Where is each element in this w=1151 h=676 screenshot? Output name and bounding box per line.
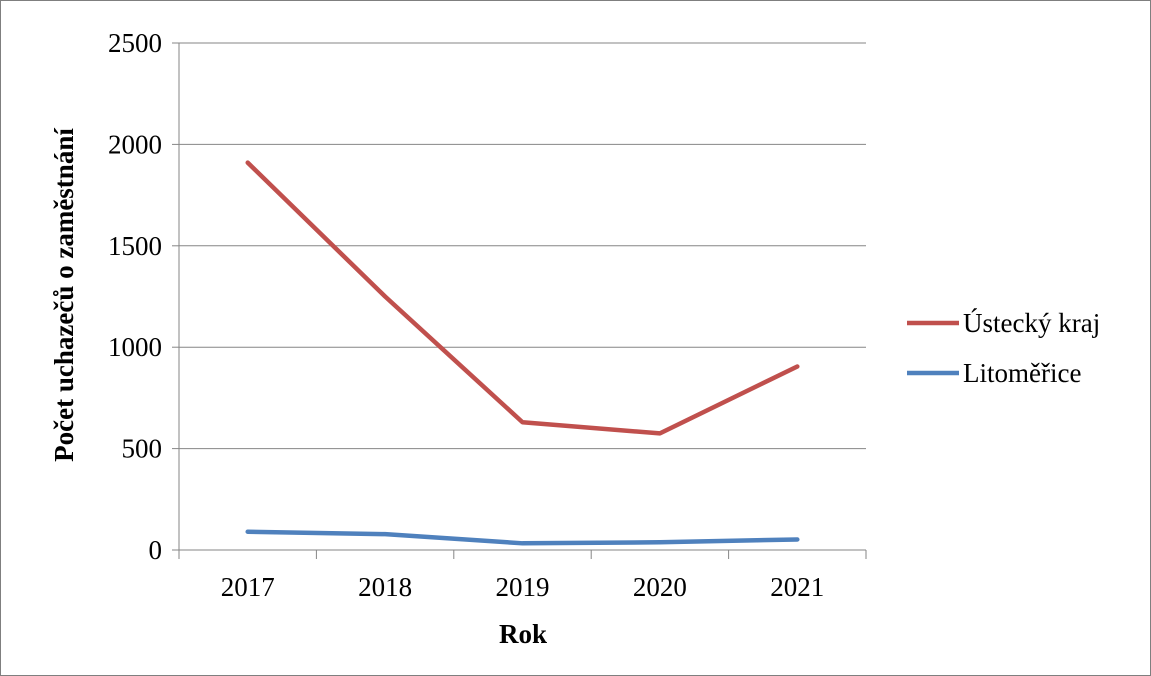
- x-tick-labels: 2017 2018 2019 2020 2021: [221, 572, 825, 602]
- y-tick-label: 1000: [108, 332, 162, 362]
- y-tick-label: 2000: [108, 129, 162, 159]
- x-tick-label: 2021: [770, 572, 824, 602]
- x-tick-label: 2020: [633, 572, 687, 602]
- series-line-0: [245, 160, 800, 436]
- y-tick-label: 500: [122, 434, 163, 464]
- series-line-1: [245, 529, 800, 546]
- y-tick-label: 0: [149, 535, 163, 565]
- x-tick-label: 2018: [358, 572, 412, 602]
- y-tick-label: 1500: [108, 231, 162, 261]
- x-tick-label: 2019: [496, 572, 550, 602]
- series-lines: [245, 160, 800, 546]
- x-axis-title: Rok: [499, 619, 547, 649]
- legend-label: Litoměřice: [963, 358, 1081, 388]
- gridlines: [179, 42, 866, 450]
- y-tick-labels: 0 500 1000 1500 2000 2500: [108, 28, 162, 565]
- y-axis-title: Počet uchazečů o zaměstnání: [49, 128, 79, 462]
- y-tick-label: 2500: [108, 28, 162, 58]
- axes: [172, 42, 867, 559]
- legend-label: Ústecký kraj: [963, 308, 1100, 338]
- legend: Ústecký kraj Litoměřice: [907, 308, 1100, 388]
- x-tick-label: 2017: [221, 572, 275, 602]
